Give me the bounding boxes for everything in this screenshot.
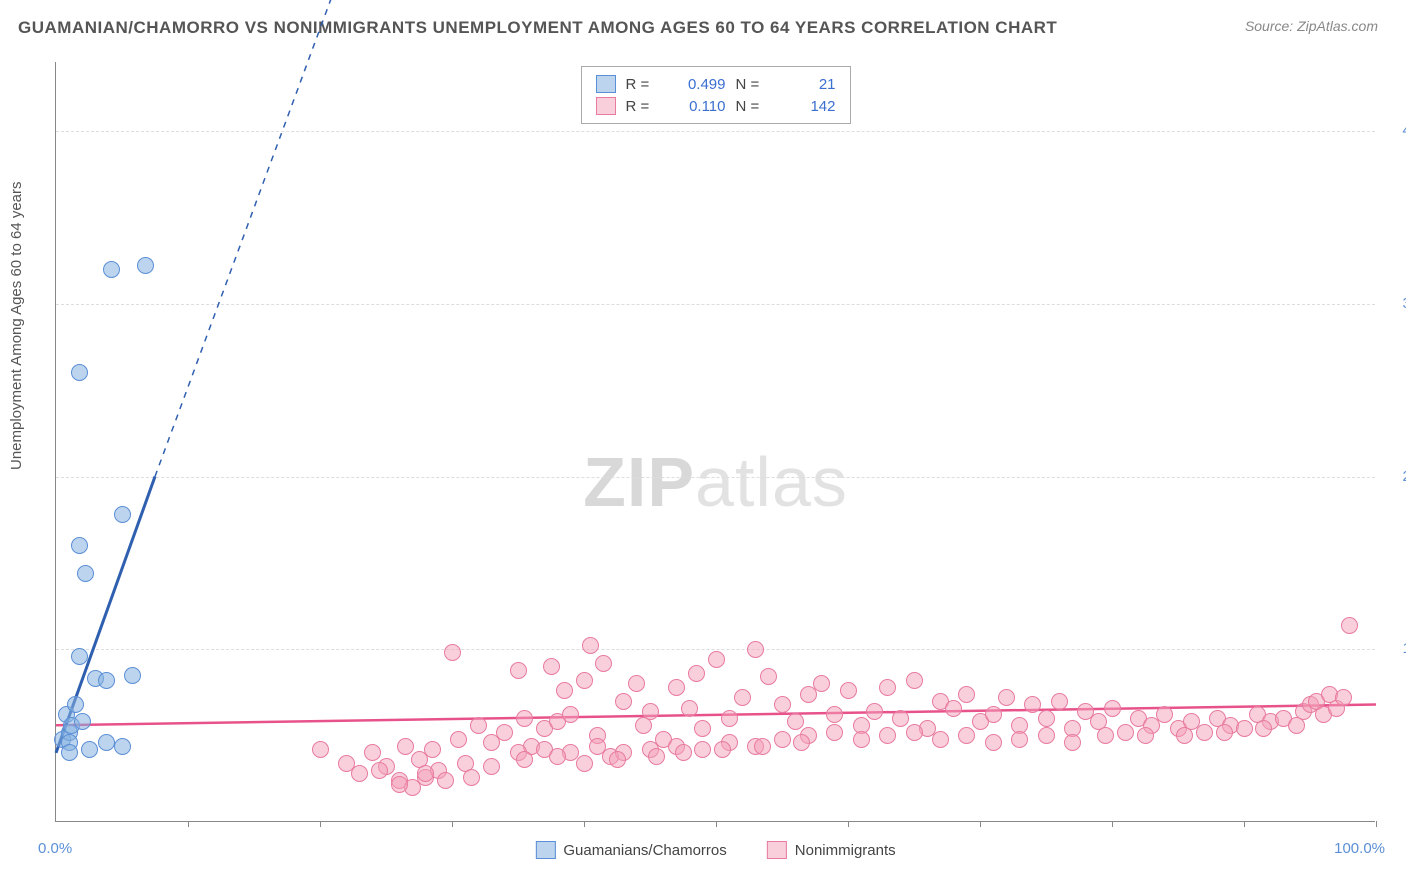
data-point xyxy=(437,772,454,789)
y-tick-label: 40.0% xyxy=(1385,122,1406,139)
data-point xyxy=(496,724,513,741)
data-point xyxy=(774,696,791,713)
data-point xyxy=(312,741,329,758)
data-point xyxy=(543,658,560,675)
x-tick xyxy=(1376,821,1377,827)
data-point xyxy=(1051,693,1068,710)
legend-swatch xyxy=(535,841,555,859)
data-point xyxy=(338,755,355,772)
y-axis-label: Unemployment Among Ages 60 to 64 years xyxy=(8,181,25,470)
data-point xyxy=(675,744,692,761)
series-legend: Guamanians/Chamorros Nonimmigrants xyxy=(535,841,895,859)
y-tick-label: 20.0% xyxy=(1385,468,1406,485)
data-point xyxy=(1117,724,1134,741)
data-point xyxy=(774,731,791,748)
trend-line xyxy=(56,62,1376,822)
data-point xyxy=(98,672,115,689)
data-point xyxy=(1236,720,1253,737)
plot-area: ZIPatlas R =0.499N =21R =0.110N =142 Gua… xyxy=(55,62,1375,822)
data-point xyxy=(549,748,566,765)
y-tick-label: 10.0% xyxy=(1385,640,1406,657)
data-point xyxy=(714,741,731,758)
data-point xyxy=(787,713,804,730)
data-point xyxy=(708,651,725,668)
data-point xyxy=(444,644,461,661)
y-tick-label: 30.0% xyxy=(1385,295,1406,312)
data-point xyxy=(688,665,705,682)
data-point xyxy=(424,741,441,758)
data-point xyxy=(556,682,573,699)
data-point xyxy=(648,748,665,765)
x-axis-min-label: 0.0% xyxy=(38,840,72,857)
data-point xyxy=(114,738,131,755)
data-point xyxy=(681,700,698,717)
data-point xyxy=(734,689,751,706)
legend-label: Nonimmigrants xyxy=(795,842,896,859)
data-point xyxy=(1216,724,1233,741)
data-point xyxy=(1038,710,1055,727)
data-point xyxy=(71,648,88,665)
data-point xyxy=(747,641,764,658)
data-point xyxy=(576,672,593,689)
legend-label: Guamanians/Chamorros xyxy=(563,842,726,859)
data-point xyxy=(985,734,1002,751)
data-point xyxy=(826,724,843,741)
data-point xyxy=(61,744,78,761)
source-attribution: Source: ZipAtlas.com xyxy=(1245,18,1378,34)
data-point xyxy=(754,738,771,755)
x-axis-max-label: 100.0% xyxy=(1334,840,1385,857)
data-point xyxy=(595,655,612,672)
data-point xyxy=(985,706,1002,723)
data-point xyxy=(668,679,685,696)
data-point xyxy=(998,689,1015,706)
data-point xyxy=(391,776,408,793)
data-point xyxy=(945,700,962,717)
data-point xyxy=(932,731,949,748)
data-point xyxy=(81,741,98,758)
data-point xyxy=(1137,727,1154,744)
data-point xyxy=(576,755,593,772)
data-point xyxy=(516,710,533,727)
data-point xyxy=(1097,727,1114,744)
data-point xyxy=(958,686,975,703)
data-point xyxy=(1104,700,1121,717)
data-point xyxy=(510,662,527,679)
data-point xyxy=(589,738,606,755)
data-point xyxy=(866,703,883,720)
data-point xyxy=(371,762,388,779)
data-point xyxy=(1335,689,1352,706)
data-point xyxy=(642,703,659,720)
chart-title: GUAMANIAN/CHAMORRO VS NONIMMIGRANTS UNEM… xyxy=(18,18,1057,38)
data-point xyxy=(609,751,626,768)
data-point xyxy=(463,769,480,786)
data-point xyxy=(615,693,632,710)
legend-item: Guamanians/Chamorros xyxy=(535,841,726,859)
data-point xyxy=(840,682,857,699)
data-point xyxy=(1196,724,1213,741)
data-point xyxy=(1038,727,1055,744)
data-point xyxy=(721,710,738,727)
data-point xyxy=(1064,734,1081,751)
data-point xyxy=(124,667,141,684)
data-point xyxy=(879,679,896,696)
data-point xyxy=(470,717,487,734)
data-point xyxy=(1341,617,1358,634)
data-point xyxy=(853,731,870,748)
data-point xyxy=(77,565,94,582)
legend-swatch xyxy=(767,841,787,859)
data-point xyxy=(98,734,115,751)
data-point xyxy=(103,261,120,278)
data-point xyxy=(114,506,131,523)
data-point xyxy=(397,738,414,755)
chart-container: GUAMANIAN/CHAMORRO VS NONIMMIGRANTS UNEM… xyxy=(0,0,1406,892)
data-point xyxy=(906,672,923,689)
legend-item: Nonimmigrants xyxy=(767,841,896,859)
data-point xyxy=(906,724,923,741)
data-point xyxy=(1011,731,1028,748)
data-point xyxy=(450,731,467,748)
